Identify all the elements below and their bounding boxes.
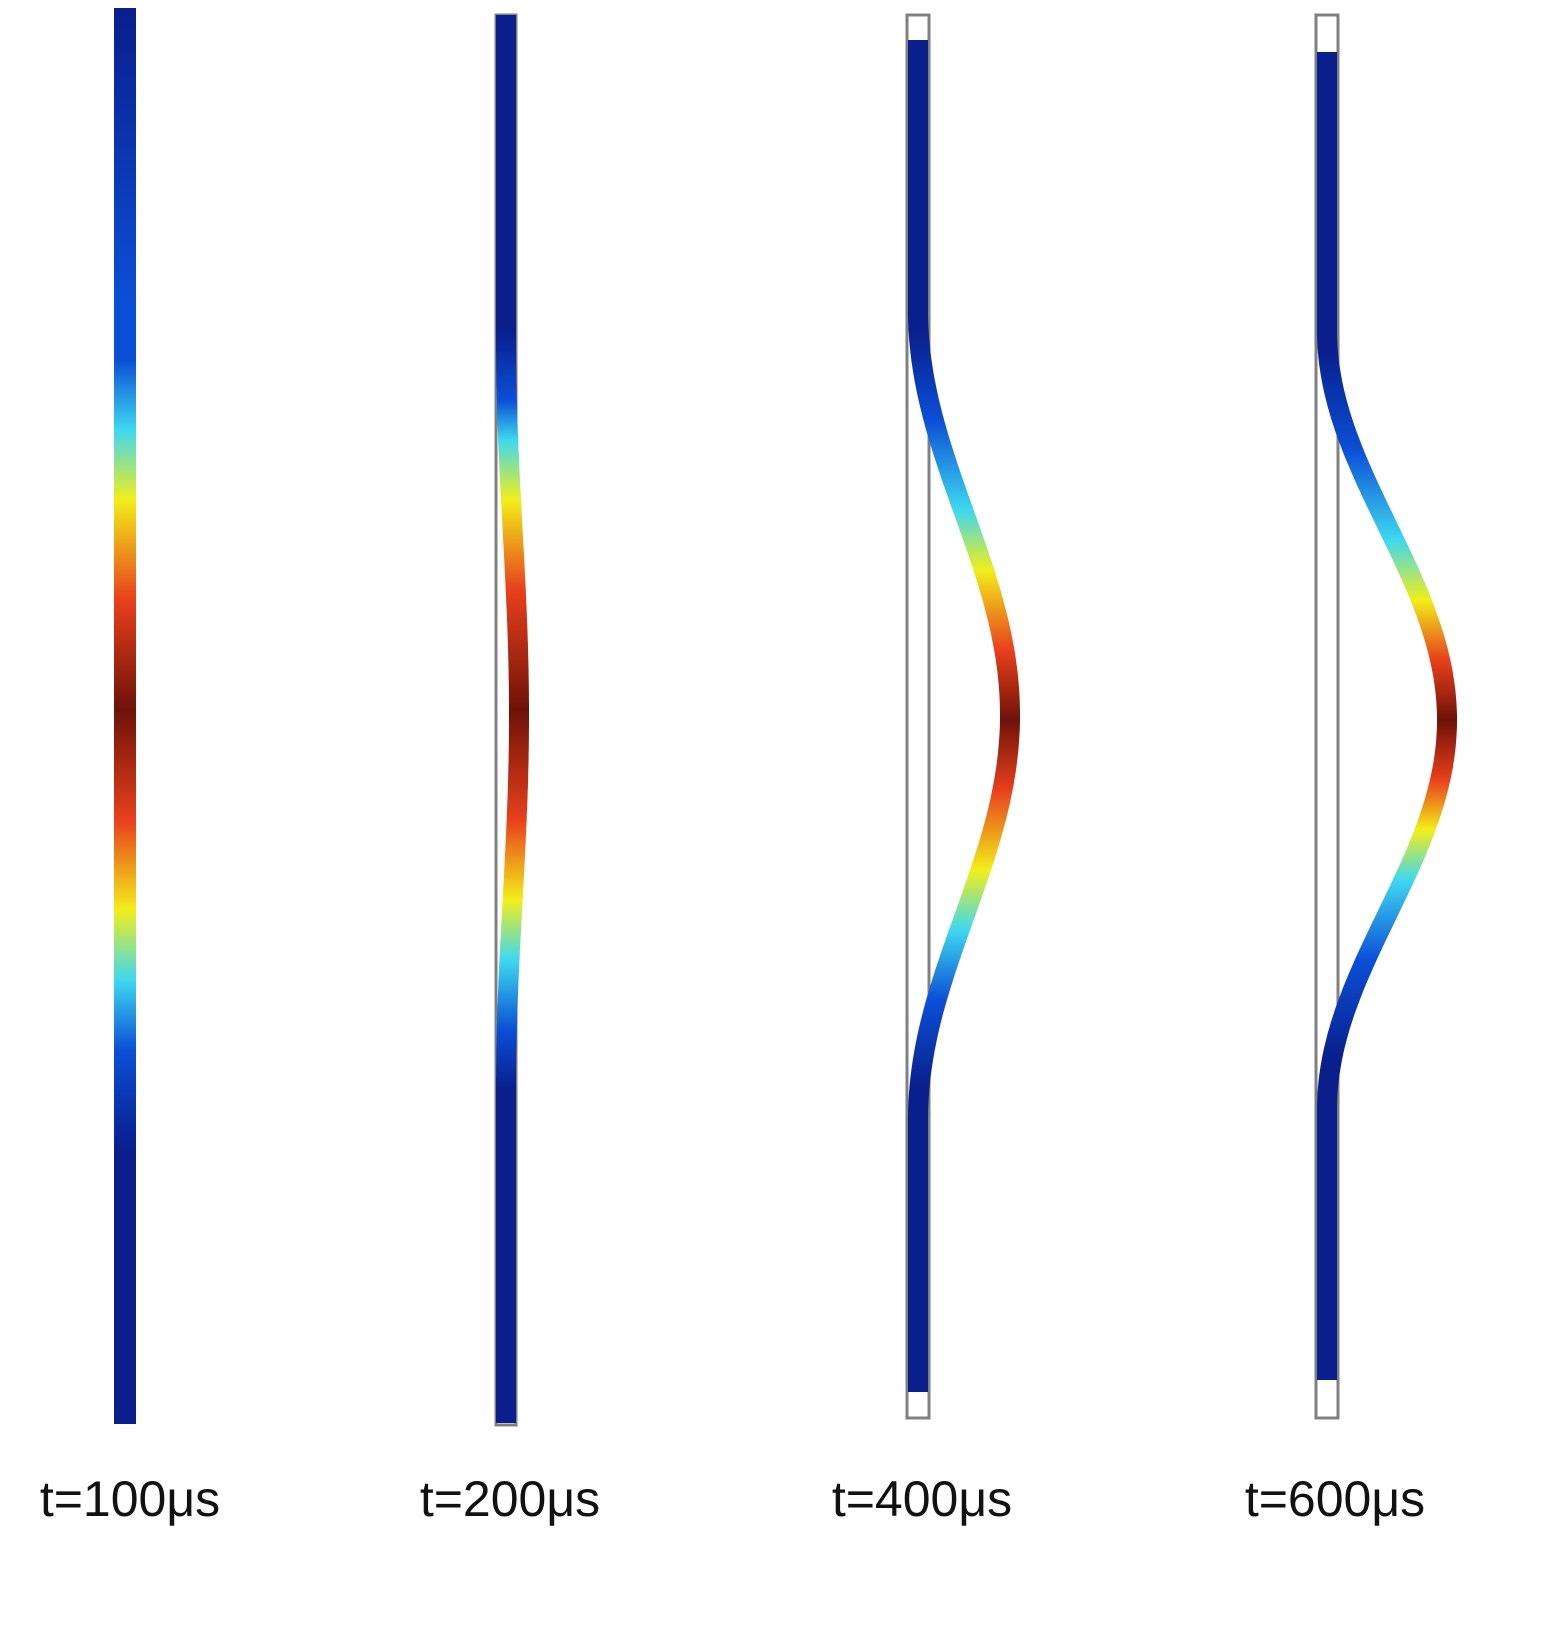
undeformed-outline (905, 13, 931, 1420)
panel-label-4: t=600μs (1244, 1471, 1426, 1527)
panel-label-1: t=100μs (39, 1471, 221, 1527)
panel-label-2: t=200μs (419, 1471, 601, 1527)
deformed-beam (496, 15, 529, 1423)
beam-panel-4 (1314, 13, 1457, 1420)
panel-label-3: t=400μs (831, 1471, 1013, 1527)
deformed-beam (908, 40, 1020, 1392)
beam-panel-2 (494, 13, 529, 1427)
beam-panel-3 (905, 13, 1020, 1420)
undeformed-outline (1314, 13, 1340, 1420)
deformed-beam (1317, 52, 1457, 1380)
